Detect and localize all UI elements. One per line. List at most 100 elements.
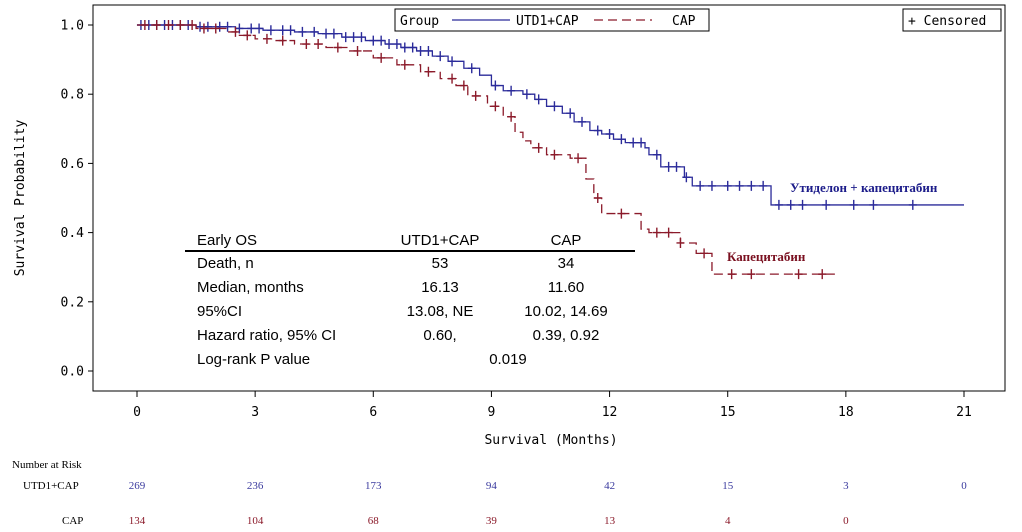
censor-mark-utd1-cap bbox=[637, 137, 646, 148]
y-tick-label: 1.0 bbox=[61, 19, 84, 34]
stats-row-label: Death, n bbox=[197, 255, 254, 272]
censor-mark-utd1-cap bbox=[322, 28, 331, 39]
x-tick-label: 21 bbox=[956, 405, 972, 420]
censor-mark-utd1-cap bbox=[392, 39, 401, 50]
censor-mark-utd1-cap bbox=[408, 42, 417, 53]
censor-mark-cap bbox=[377, 52, 386, 63]
stats-row-utd1-cap: 0.60, bbox=[423, 327, 456, 344]
stats-table: Early OS UTD1+CAP CAP Death, n 53 34 Med… bbox=[185, 232, 635, 368]
censor-mark-utd1-cap bbox=[416, 45, 425, 56]
stats-row-label: Log-rank P value bbox=[197, 351, 310, 368]
censor-mark-utd1-cap bbox=[286, 25, 295, 36]
censor-mark-cap bbox=[459, 80, 468, 91]
legend-entry-cap: CAP bbox=[672, 14, 696, 29]
censor-mark-utd1-cap bbox=[869, 199, 878, 210]
y-tick-label: 0.0 bbox=[61, 365, 84, 380]
censor-mark-cap bbox=[152, 20, 161, 30]
y-tick-label: 0.4 bbox=[61, 226, 85, 241]
censor-mark-utd1-cap bbox=[578, 116, 587, 127]
censor-mark-cap bbox=[243, 30, 252, 41]
risk-value: 134 bbox=[129, 515, 146, 527]
risk-value: 0 bbox=[843, 515, 849, 527]
stats-header-utd1-cap: UTD1+CAP bbox=[401, 232, 480, 249]
stats-row-label: Median, months bbox=[197, 279, 304, 296]
risk-table: Number at Risk UTD1+CAP CAP 269 236 173 94 4… bbox=[12, 459, 967, 527]
survival-curves bbox=[136, 20, 964, 280]
censor-mark-utd1-cap bbox=[329, 28, 338, 39]
censor-mark-cap bbox=[262, 33, 271, 44]
censor-mark-utd1-cap bbox=[310, 26, 319, 37]
legend-box bbox=[394, 8, 710, 32]
risk-value: 269 bbox=[129, 480, 146, 492]
censor-mark-cap bbox=[211, 23, 220, 34]
censor-mark-utd1-cap bbox=[377, 35, 386, 46]
risk-value: 94 bbox=[486, 480, 498, 492]
censor-mark-utd1-cap bbox=[664, 161, 673, 172]
censored-legend-label: + Censored bbox=[908, 14, 986, 29]
censor-mark-utd1-cap bbox=[266, 25, 275, 36]
censor-mark-utd1-cap bbox=[617, 134, 626, 145]
censor-mark-utd1-cap bbox=[522, 89, 531, 100]
risk-value: 104 bbox=[247, 515, 264, 527]
censor-mark-utd1-cap bbox=[223, 21, 232, 32]
censor-mark-utd1-cap bbox=[247, 23, 256, 34]
risk-table-title: Number at Risk bbox=[12, 459, 82, 471]
censor-mark-cap bbox=[424, 66, 433, 77]
censor-mark-cap bbox=[727, 269, 736, 280]
censor-mark-utd1-cap bbox=[385, 39, 394, 50]
risk-value: 15 bbox=[722, 480, 734, 492]
censor-mark-cap bbox=[818, 269, 827, 280]
censor-mark-cap bbox=[652, 227, 661, 238]
censor-mark-utd1-cap bbox=[341, 32, 350, 43]
censor-mark-cap bbox=[448, 73, 457, 84]
risk-value: 4 bbox=[725, 515, 731, 527]
y-axis: 0.0 0.2 0.4 0.6 0.8 1.0 bbox=[61, 19, 93, 380]
censor-mark-utd1-cap bbox=[424, 45, 433, 56]
censor-mark-cap bbox=[664, 227, 673, 238]
y-tick-label: 0.6 bbox=[61, 157, 84, 172]
censor-mark-cap bbox=[700, 248, 709, 259]
stats-row-utd1-cap: 53 bbox=[432, 255, 449, 272]
x-tick-label: 15 bbox=[720, 405, 736, 420]
censor-mark-cap bbox=[593, 193, 602, 203]
curve-label-cap: Капецитабин bbox=[727, 249, 806, 264]
censor-mark-utd1-cap bbox=[534, 94, 543, 105]
stats-row-cap: 34 bbox=[558, 255, 575, 272]
risk-value: 39 bbox=[486, 515, 498, 527]
censor-mark-utd1-cap bbox=[566, 108, 575, 119]
censor-mark-utd1-cap bbox=[672, 161, 681, 172]
censor-mark-utd1-cap bbox=[629, 137, 638, 148]
censor-mark-cap bbox=[471, 90, 480, 101]
y-tick-label: 0.2 bbox=[61, 295, 84, 310]
censor-mark-utd1-cap bbox=[400, 42, 409, 53]
stats-row-utd1-cap: 16.13 bbox=[421, 279, 459, 296]
censor-mark-utd1-cap bbox=[707, 180, 716, 191]
censor-mark-cap bbox=[231, 26, 240, 37]
legend: Group UTD1+CAP CAP bbox=[394, 8, 710, 32]
risk-value: 68 bbox=[368, 515, 380, 527]
stats-row-cap: 0.39, 0.92 bbox=[533, 327, 600, 344]
censor-mark-utd1-cap bbox=[467, 63, 476, 74]
censor-mark-utd1-cap bbox=[798, 199, 807, 210]
censor-mark-cap bbox=[188, 20, 197, 30]
x-tick-label: 3 bbox=[251, 405, 259, 420]
x-tick-label: 0 bbox=[133, 405, 141, 420]
censor-mark-cap bbox=[491, 101, 500, 112]
censor-mark-utd1-cap bbox=[759, 180, 768, 191]
censor-mark-cap bbox=[400, 59, 409, 70]
x-tick-label: 18 bbox=[838, 405, 854, 420]
censor-mark-cap bbox=[302, 39, 311, 50]
censor-mark-utd1-cap bbox=[822, 199, 831, 210]
stats-row-label: 95%CI bbox=[197, 303, 242, 320]
censor-mark-utd1-cap bbox=[298, 26, 307, 37]
y-tick-label: 0.8 bbox=[61, 88, 84, 103]
censor-mark-utd1-cap bbox=[593, 125, 602, 136]
censor-mark-cap bbox=[140, 20, 149, 30]
censor-mark-cap bbox=[278, 35, 287, 46]
legend-title: Group bbox=[400, 14, 439, 29]
risk-value: 13 bbox=[604, 515, 616, 527]
censor-mark-utd1-cap bbox=[735, 180, 744, 191]
censor-mark-utd1-cap bbox=[196, 21, 205, 32]
